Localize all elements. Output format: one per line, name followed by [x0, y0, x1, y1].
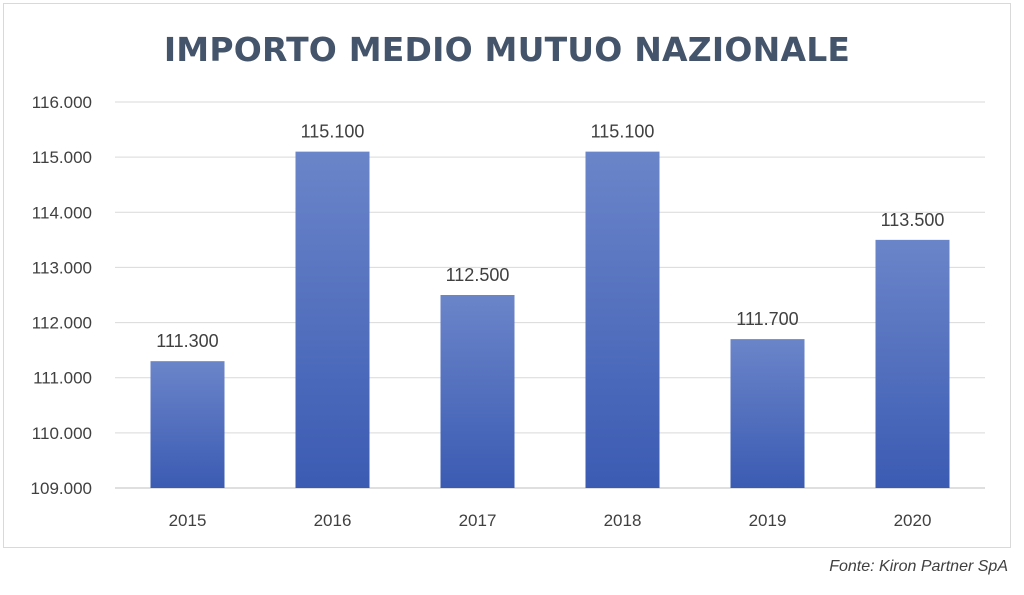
x-tick-label-2016: 2016 — [314, 511, 352, 530]
bar-2016 — [295, 151, 370, 488]
bar-2018 — [585, 151, 660, 488]
x-tick-label-2019: 2019 — [749, 511, 787, 530]
y-tick-label: 110.000 — [32, 424, 92, 443]
y-axis-ticks: 109.000 110.000 111.000 112.000 113.000 114.0… — [31, 93, 92, 498]
bar-2015 — [150, 361, 225, 488]
x-axis-ticks: 2015 2016 2017 2018 2019 2020 — [169, 511, 932, 530]
source-note: Fonte: Kiron Partner SpA — [829, 558, 1008, 575]
x-tick-label-2020: 2020 — [894, 511, 932, 530]
x-tick-label-2018: 2018 — [604, 511, 642, 530]
data-label-2019: 111.700 — [736, 309, 798, 329]
y-tick-label: 114.000 — [32, 203, 92, 222]
y-tick-label: 111.000 — [33, 369, 92, 388]
data-label-2016: 115.100 — [301, 122, 365, 142]
y-tick-label: 116.000 — [32, 93, 92, 112]
bars — [150, 151, 950, 488]
data-label-2018: 115.100 — [591, 122, 655, 142]
y-tick-label: 113.000 — [32, 258, 92, 277]
bar-2017 — [440, 295, 515, 488]
x-tick-label-2017: 2017 — [459, 511, 497, 530]
y-tick-label: 115.000 — [32, 148, 92, 167]
chart-title: IMPORTO MEDIO MUTUO NAZIONALE — [163, 30, 851, 69]
y-tick-label: 109.000 — [31, 479, 92, 498]
bar-2019 — [730, 339, 805, 488]
y-tick-label: 112.000 — [32, 314, 92, 333]
x-tick-label-2015: 2015 — [169, 511, 207, 530]
data-label-2015: 111.300 — [156, 331, 218, 351]
bar-2020 — [875, 239, 950, 488]
gridlines — [115, 101, 985, 489]
data-label-2017: 112.500 — [446, 265, 510, 285]
data-labels: 111.300 115.100 112.500 115.100 111.700 113.5… — [156, 122, 944, 352]
data-label-2020: 113.500 — [881, 210, 945, 230]
